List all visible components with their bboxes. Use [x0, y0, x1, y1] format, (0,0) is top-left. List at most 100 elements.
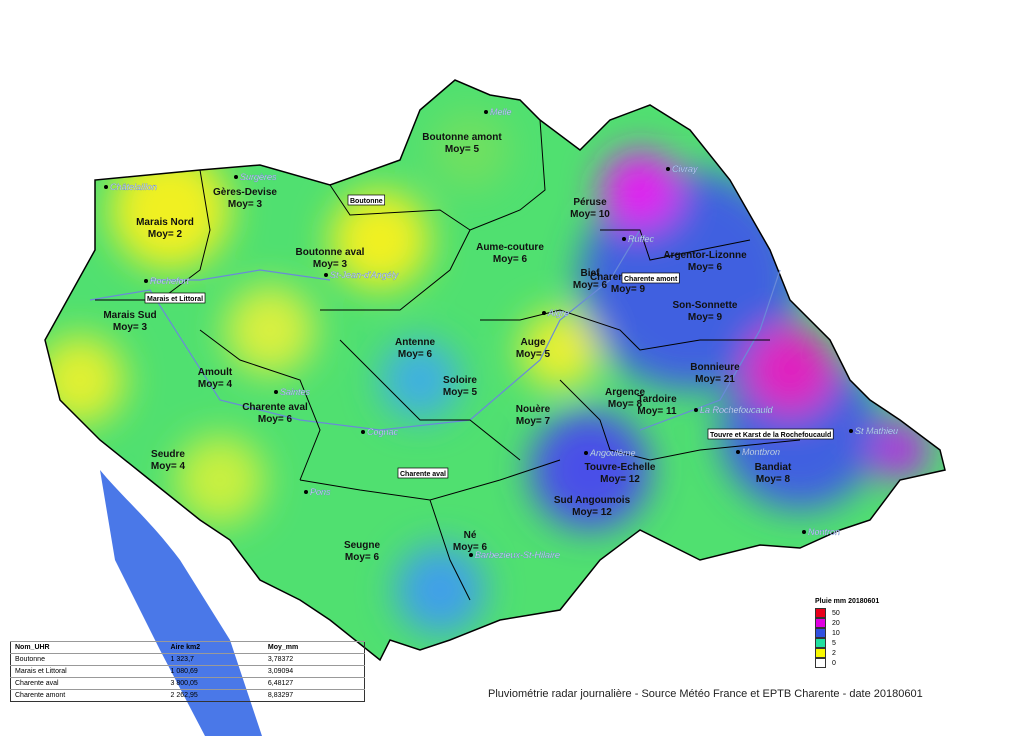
town-dot: [622, 237, 626, 241]
table-row: Charente amont 2 262,95 8,83297: [10, 689, 365, 702]
town-name: Barbezieux-St-Hilaire: [475, 550, 560, 560]
town-dot: [849, 429, 853, 433]
legend-swatch: [815, 618, 826, 628]
zone-name: Amoult: [198, 367, 233, 378]
legend-title: Pluie mm 20180601: [815, 598, 880, 605]
zone-name: Touvre-Echelle: [585, 462, 656, 473]
table-cell: 1 080,69: [166, 665, 264, 678]
table-cell: 1 323,7: [166, 653, 264, 666]
label-box: [347, 194, 386, 206]
table-cell: Boutonne: [10, 653, 167, 666]
town-dot: [104, 185, 108, 189]
table-cell: 2 262,95: [166, 689, 264, 702]
zone-name: Argentor-Lizonne: [663, 250, 747, 261]
table-cell: 3,78372: [263, 653, 365, 666]
zone-mean: Moy= 3: [313, 259, 348, 270]
zone-name: Seudre: [151, 449, 185, 460]
town-dot: [542, 311, 546, 315]
zone-name: Boutonne amont: [422, 132, 502, 143]
town-name: Pons: [310, 487, 331, 497]
boxed-label: Boutonne: [350, 198, 383, 205]
legend-label: 10: [832, 629, 840, 637]
zone-name: Soloire: [443, 375, 477, 386]
town-name: Rochefort: [150, 276, 190, 286]
table-cell: 8,83297: [263, 689, 365, 702]
zone-name: Son-Sonnette: [673, 300, 738, 311]
town-dot: [324, 273, 328, 277]
zone-name: Péruse: [573, 197, 607, 208]
town-dot: [666, 167, 670, 171]
town-name: Saintes: [280, 387, 311, 397]
legend: Pluie mm 20180601 50 20 10 5 2 0: [815, 598, 879, 668]
zone-mean: Moy= 2: [148, 229, 183, 240]
town-dot: [234, 175, 238, 179]
town-name: Cognac: [367, 427, 399, 437]
zone-mean: Moy= 3: [113, 322, 148, 333]
town-name: Angoulême: [589, 448, 636, 458]
label-box: [397, 467, 449, 479]
boxed-label: Touvre et Karst de la Rochefoucauld: [710, 432, 831, 439]
zone-name: Bandiat: [755, 462, 792, 473]
label-box: [707, 428, 834, 440]
town-name: Châtelaillon: [110, 182, 157, 192]
zone-mean: Moy= 7: [516, 416, 551, 427]
zone-name: Gères-Devise: [213, 187, 277, 198]
legend-label: 20: [832, 619, 840, 627]
caption: Pluviométrie radar journalière - Source …: [488, 688, 923, 700]
zone-mean: Moy= 6: [258, 414, 293, 425]
zone-name: Bief: [581, 268, 601, 279]
zone-mean: Moy= 9: [688, 312, 723, 323]
zone-mean: Moy= 6: [398, 349, 433, 360]
zone-mean: Moy= 6: [453, 542, 488, 553]
legend-label: 5: [832, 639, 836, 647]
table-header: Aire km2: [166, 641, 264, 654]
boxed-label: Charente aval: [400, 471, 446, 478]
zone-mean: Moy= 8: [608, 399, 643, 410]
zone-mean: Moy= 12: [572, 507, 612, 518]
town-dot: [304, 490, 308, 494]
sub-basin-borders: [95, 119, 801, 601]
zone-name: Charente aval: [242, 402, 308, 413]
boxed-label: Marais et Littoral: [147, 296, 203, 303]
zone-name: Argence: [605, 387, 645, 398]
zone-name: Antenne: [395, 337, 435, 348]
town-dot: [584, 451, 588, 455]
town-name: St-Jean-d'Angély: [330, 270, 399, 280]
zone-mean: Moy= 12: [600, 474, 640, 485]
zone-name: Bonnieure: [690, 362, 740, 373]
legend-swatch: [815, 638, 826, 648]
zone-mean: Moy= 11: [637, 406, 677, 417]
zone-name: Aume-couture: [476, 242, 544, 253]
legend-swatch: [815, 628, 826, 638]
boxed-label: Charente amont: [624, 276, 678, 283]
town-name: Surgères: [240, 172, 277, 182]
table-cell: Charente aval: [10, 677, 167, 690]
town-dot: [469, 553, 473, 557]
zone-mean: Moy= 6: [345, 552, 380, 563]
town-name: Montbron: [742, 447, 780, 457]
table-cell: 3,09094: [263, 665, 365, 678]
zone-mean: Moy= 5: [445, 144, 480, 155]
table-row: Marais et Littoral 1 080,69 3,09094: [10, 665, 365, 678]
table-header: Moy_mm: [263, 641, 365, 654]
legend-label: 2: [832, 649, 836, 657]
table-cell: Charente amont: [10, 689, 167, 702]
zone-mean: Moy= 6: [493, 254, 528, 265]
legend-label: 50: [832, 609, 840, 617]
summary-table: Nom_UHR Aire km2 Moy_mm Boutonne 1 323,7 3,78…: [10, 641, 365, 702]
zone-mean: Moy= 10: [570, 209, 610, 220]
zone-mean: Moy= 3: [228, 199, 263, 210]
zone-mean: Moy= 21: [695, 374, 735, 385]
zone-mean: Moy= 5: [443, 387, 478, 398]
zone-mean: Moy= 9: [611, 284, 646, 295]
zone-name: Seugne: [344, 540, 381, 551]
zone-name: Sud Angoumois: [554, 495, 631, 506]
legend-item: 5: [815, 638, 879, 648]
town-dot: [694, 408, 698, 412]
table-cell: Marais et Littoral: [10, 665, 167, 678]
label-box: [144, 292, 206, 304]
legend-swatch: [815, 658, 826, 668]
town-name: Ruffec: [628, 234, 655, 244]
legend-swatch: [815, 648, 826, 658]
town-dot: [736, 450, 740, 454]
